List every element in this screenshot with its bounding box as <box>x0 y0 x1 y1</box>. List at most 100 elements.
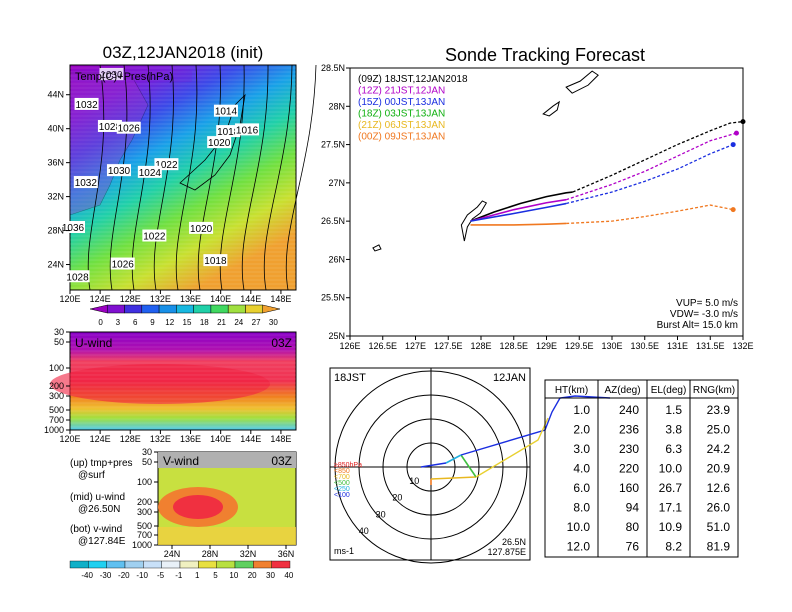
wind-colorbar-tick: 10 <box>229 571 238 580</box>
track-legend-entry: (09Z) 18JST,12JAN2018 <box>358 74 468 85</box>
v-p-tick-label: 30 <box>142 447 152 457</box>
colorbar-cell <box>107 304 125 314</box>
track-x-tick-label: 127E <box>405 341 426 351</box>
isobar-line <box>241 64 269 291</box>
map-title: 03Z,12JAN2018 (init) <box>103 43 264 62</box>
panel-legend-line1: (mid) u-wind <box>70 492 125 503</box>
v-top-gray <box>158 452 296 468</box>
colorbar-cell <box>89 304 108 314</box>
wind-colorbar-cell <box>271 560 291 569</box>
track-series-dashed <box>565 132 737 201</box>
small-island <box>372 244 382 252</box>
lon-tick-label: 124E <box>90 294 111 304</box>
isobar-label: 1022 <box>155 160 178 171</box>
track-series-dashed <box>566 204 734 225</box>
polar-legend-entry: <100 <box>334 492 350 499</box>
colorbar-cell <box>245 304 263 314</box>
isobar-line <box>175 64 198 291</box>
wind-colorbar-cell <box>253 560 272 569</box>
table-cell: 2.0 <box>573 423 590 437</box>
isobar-label-bg <box>110 257 135 270</box>
wind-colorbar-tick: -1 <box>175 571 183 580</box>
surface-temp-map: 03Z,12JAN2018 (init)10301032102810261014… <box>47 43 317 327</box>
map-label-bg <box>72 69 192 82</box>
isobar-label: 1024 <box>139 168 162 179</box>
panel-legend-line1: (up) tmp+pres <box>70 458 133 469</box>
track-x-tick-label: 128.5E <box>499 341 528 351</box>
polar-ring-label: 20 <box>392 493 402 503</box>
u-x-tick-label: 148E <box>270 434 291 444</box>
polar-lat-label: 26.5N <box>502 537 526 547</box>
wind-colorbar-cell <box>179 560 199 569</box>
isobar-label: 1026 <box>112 260 135 271</box>
table-cell: 3.0 <box>573 442 590 456</box>
table-cell: 8.0 <box>573 501 590 515</box>
u-panel-time: 03Z <box>271 336 292 350</box>
table-cell: 17.1 <box>659 501 683 515</box>
island-outline <box>542 100 561 117</box>
track-annotation: VUP= 5.0 m/s <box>676 298 738 309</box>
panel-legend-line2: @127.84E <box>78 536 126 547</box>
table-cell: 24.2 <box>707 442 731 456</box>
table-cell: 1.0 <box>573 403 590 417</box>
isobar-label-bg <box>73 176 98 189</box>
isobar-label-bg <box>106 164 131 177</box>
table-cell: 4.0 <box>573 462 590 476</box>
wind-colorbar-cell <box>88 560 107 569</box>
table-header-cell: RNG(km) <box>693 385 735 396</box>
u-x-tick-label: 128E <box>120 434 141 444</box>
table-header-cell: HT(km) <box>555 385 588 396</box>
track-legend-entry: (18Z) 03JST,13JAN <box>358 109 445 120</box>
wind-colorbar-tick: -40 <box>81 571 93 580</box>
polar-ring-label: 30 <box>376 509 386 519</box>
v-p-tick-label: 500 <box>137 521 152 531</box>
colorbar-tick: 0 <box>98 318 103 327</box>
u-p-tick-label: 50 <box>54 337 64 347</box>
isobar-label-bg <box>207 136 232 149</box>
track-x-tick-label: 130.5E <box>630 341 659 351</box>
colorbar-cell <box>193 304 212 314</box>
colorbar-cell <box>227 304 246 314</box>
v-x-tick-label: 28N <box>202 549 219 559</box>
table-header-cell: EL(deg) <box>651 385 687 396</box>
polar-legend-entry: <850 <box>334 468 350 475</box>
lon-tick-label: 136E <box>180 294 201 304</box>
track-annotation: Burst Alt= 15.0 km <box>657 320 738 331</box>
v-x-tick-label: 32N <box>240 549 257 559</box>
isobar-line <box>109 64 128 291</box>
table-cell: 76 <box>626 540 640 554</box>
track-x-tick-label: 129E <box>536 341 557 351</box>
table-cell: 10.0 <box>659 462 683 476</box>
wind-colorbar-cell <box>234 560 254 569</box>
isobar-label-bg <box>235 123 260 136</box>
lon-tick-label: 120E <box>59 294 80 304</box>
lon-tick-label: 128E <box>120 294 141 304</box>
table-frame <box>544 379 739 558</box>
colorbar-tick: 27 <box>252 318 261 327</box>
wind-colorbar-tick: 1 <box>195 571 200 580</box>
track-x-tick-label: 126E <box>339 341 360 351</box>
isobar-label: 1028 <box>66 272 89 283</box>
isobar-line <box>153 64 174 291</box>
u-p-tick-label: 1000 <box>44 425 64 435</box>
lon-tick-label: 132E <box>150 294 171 304</box>
u-p-tick-label: 200 <box>49 381 64 391</box>
track-series-dashed <box>572 120 744 193</box>
isobar-line <box>219 64 245 291</box>
hodograph-extension <box>460 395 611 456</box>
track-x-tick-label: 129.5E <box>565 341 594 351</box>
colorbar-cell <box>158 304 177 314</box>
track-x-tick-label: 130E <box>601 341 622 351</box>
isobar-label-bg <box>99 68 124 81</box>
v-x-tick-label: 36N <box>278 549 295 559</box>
isobar-label: 1016 <box>236 125 259 136</box>
wind-colorbar-cell <box>161 560 181 569</box>
table-cell: 25.0 <box>707 423 731 437</box>
track-legend-entry: (21Z) 06JST,13JAN <box>358 120 445 131</box>
table-cell: 23.9 <box>707 403 731 417</box>
wind-colorbar-tick: -5 <box>157 571 165 580</box>
polar-lon-label: 127.875E <box>487 547 526 557</box>
isobar-label-bg <box>97 119 122 132</box>
